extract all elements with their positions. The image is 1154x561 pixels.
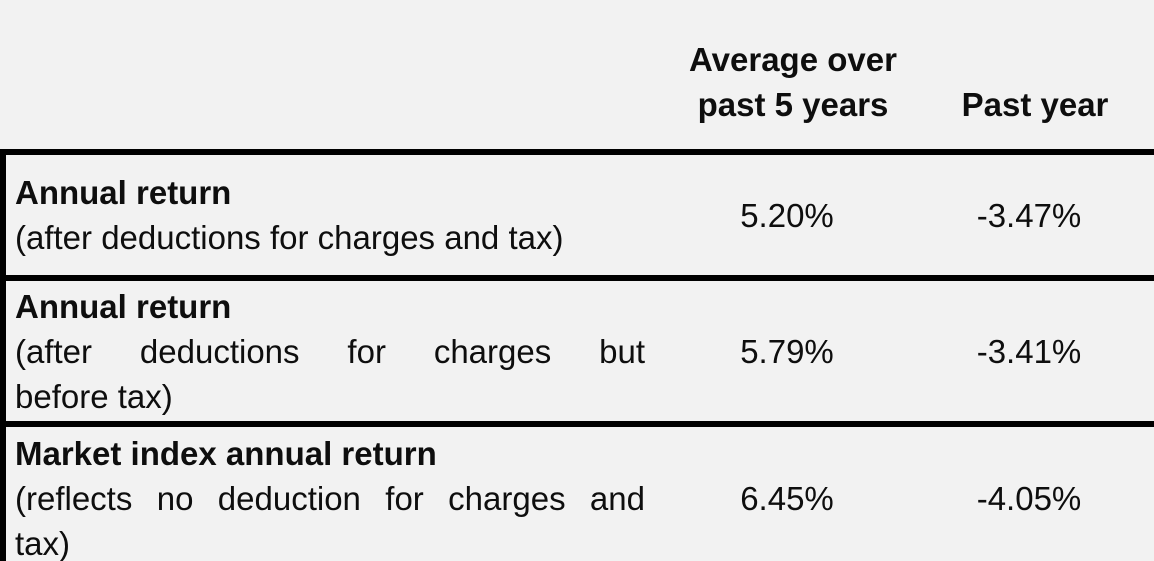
- row-subtitle-line: before tax): [15, 377, 173, 415]
- value-average-5-years: 6.45%: [740, 479, 834, 517]
- row-subtitle: (after deductions for charges and tax): [15, 215, 645, 260]
- value-past-year: -4.05%: [976, 479, 1082, 517]
- row-subtitle: (reflects no deduction for charges and t…: [15, 476, 645, 561]
- row-label-cell: Annual return (after deductions for char…: [6, 284, 645, 419]
- value-average-5-years: 5.79%: [740, 332, 834, 370]
- value-past-year: -3.41%: [976, 332, 1082, 370]
- row-label-cell: Market index annual return (reflects no …: [6, 431, 645, 561]
- row-subtitle-line: (after deductions for charges but: [15, 332, 645, 370]
- table-row-market-index-return: Market index annual return (reflects no …: [6, 427, 1154, 561]
- value-past-year: -3.47%: [976, 196, 1082, 234]
- row-title: Annual return: [15, 287, 232, 325]
- column-header-past-year: Past year: [961, 86, 1109, 123]
- value-average-5-years: 5.20%: [740, 196, 834, 234]
- row-subtitle-line: (after deductions for charges and tax): [15, 219, 564, 256]
- table-row-annual-return-after-tax: Annual return (after deductions for char…: [6, 155, 1154, 281]
- row-subtitle: (after deductions for charges but before…: [15, 329, 645, 419]
- row-subtitle-line: tax): [15, 524, 71, 561]
- row-title: Market index annual return: [15, 434, 437, 472]
- row-subtitle-line: (reflects no deduction for charges and: [15, 479, 645, 517]
- table-row-annual-return-before-tax: Annual return (after deductions for char…: [6, 281, 1154, 427]
- table-header-row: Average over past 5 years Past year: [0, 0, 1154, 155]
- row-label-cell: Annual return (after deductions for char…: [6, 170, 645, 260]
- table-body: Annual return (after deductions for char…: [0, 155, 1154, 561]
- row-title: Annual return: [15, 174, 232, 211]
- column-header-average-5-years: Average over past 5 years: [689, 41, 897, 123]
